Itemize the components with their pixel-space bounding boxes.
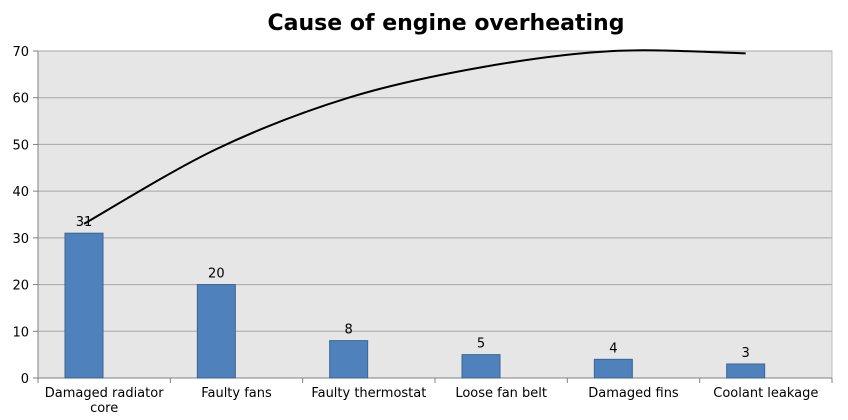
bar: [329, 340, 369, 379]
y-tick-label: 0: [21, 372, 29, 387]
y-tick-label: 70: [12, 45, 29, 60]
y-tick-label: 20: [12, 279, 29, 294]
bar: [726, 363, 766, 379]
x-tick-label: Loose fan belt: [455, 386, 547, 401]
bar: [64, 232, 104, 379]
x-tick-label: Faulty fans: [201, 386, 272, 401]
data-label: 4: [609, 341, 617, 356]
plot-background: [37, 50, 833, 379]
trendline: [83, 49, 746, 225]
bar: [196, 284, 236, 379]
data-label: 5: [477, 337, 485, 352]
x-tick-label: Damaged fins: [588, 386, 679, 401]
chart-title: Cause of engine overheating: [268, 11, 625, 36]
y-tick-label: 40: [12, 185, 29, 200]
x-tick-label: Damaged radiator core: [45, 386, 164, 416]
y-tick-label: 30: [12, 232, 29, 247]
x-tick-label: Faulty thermostat: [311, 386, 426, 401]
bar: [593, 358, 633, 379]
data-label: 31: [76, 215, 93, 230]
data-label: 20: [208, 267, 225, 282]
data-label: 8: [345, 323, 353, 338]
y-tick-label: 60: [12, 92, 29, 107]
bar: [461, 354, 501, 379]
x-tick-label: Coolant leakage: [713, 386, 818, 401]
y-tick-label: 10: [12, 325, 29, 340]
y-tick-label: 50: [12, 138, 29, 153]
plot-area: 0 10 20 30 40 50 60 70 31 Damaged radiator core 20 F…: [12, 45, 833, 416]
data-label: 3: [742, 346, 750, 361]
